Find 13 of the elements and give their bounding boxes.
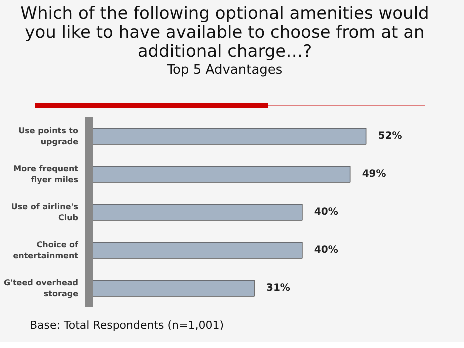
data-label: 40%: [314, 207, 338, 218]
y-tick-label: More frequent flyer miles: [14, 164, 79, 184]
y-tick-label: Use of airline's Club: [11, 202, 79, 222]
data-label: 52%: [378, 131, 402, 142]
y-tick-label: Choice of entertainment: [13, 240, 80, 260]
text: Base: Total Respondents (n=1,001): [30, 318, 224, 334]
chart-subtitle: Top 5 Advantages: [166, 62, 284, 80]
data-label: 49%: [362, 169, 386, 180]
data-label: 31%: [266, 283, 290, 294]
y-tick-label: Use points to upgrade: [18, 126, 80, 146]
chart-title: Which of the following optional amenities would you like to have available to choose from at an additional charge…?: [20, 4, 430, 62]
data-label: 40%: [314, 245, 338, 256]
y-tick-label: G'teed overhead storage: [4, 278, 80, 298]
